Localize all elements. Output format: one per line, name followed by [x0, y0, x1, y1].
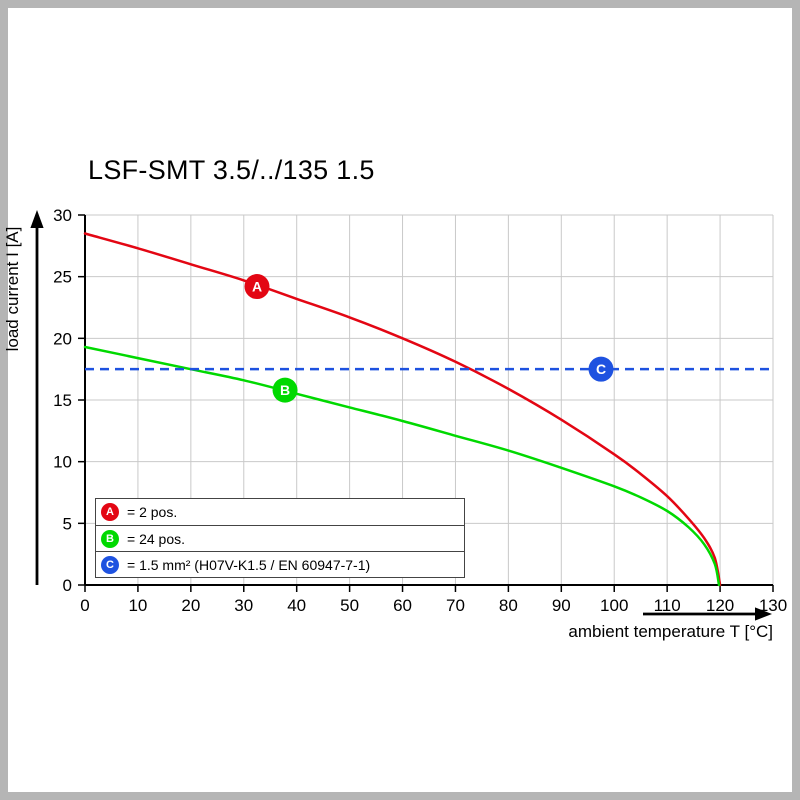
- marker-c-letter: C: [596, 361, 606, 377]
- y-tick-label: 25: [53, 268, 72, 287]
- x-tick-label: 130: [759, 596, 787, 615]
- marker-b-icon: [272, 377, 298, 403]
- y-tick-label: 10: [53, 453, 72, 472]
- legend-item-a: A = 2 pos.: [96, 499, 464, 525]
- series-c-marker-icon: C: [101, 555, 119, 574]
- legend: A = 2 pos. B = 24 pos. C = 1.5 mm² (H07V…: [95, 498, 465, 578]
- curve-a: [83, 232, 722, 587]
- x-tick-label: 60: [393, 596, 412, 615]
- x-tick-label: 40: [287, 596, 306, 615]
- x-tick-label: 120: [706, 596, 734, 615]
- x-tick-label: 80: [499, 596, 518, 615]
- legend-label-a: = 2 pos.: [127, 504, 178, 520]
- x-tick-label: 30: [234, 596, 253, 615]
- legend-item-c: C = 1.5 mm² (H07V-K1.5 / EN 60947-7-1): [96, 551, 464, 577]
- x-tick-label: 70: [446, 596, 465, 615]
- marker-a-letter: A: [252, 279, 262, 295]
- x-tick-label: 50: [340, 596, 359, 615]
- x-tick-label: 110: [654, 596, 681, 615]
- marker-b-letter: B: [280, 382, 290, 398]
- chart-title: LSF-SMT 3.5/../135 1.5: [88, 155, 375, 185]
- series-b-marker-icon: B: [101, 529, 119, 548]
- marker-a-icon: [244, 274, 270, 300]
- x-axis-label: ambient temperature T [°C]: [568, 622, 773, 641]
- x-tick-label: 100: [600, 596, 628, 615]
- y-tick-label: 20: [53, 329, 72, 348]
- legend-item-b: B = 24 pos.: [96, 525, 464, 551]
- x-tick-label: 20: [181, 596, 200, 615]
- y-tick-label: 30: [53, 206, 72, 225]
- x-tick-label: 0: [80, 596, 89, 615]
- x-tick-label: 10: [128, 596, 147, 615]
- marker-c-icon: [588, 356, 614, 382]
- y-tick-label: 15: [53, 391, 72, 410]
- x-tick-label: 90: [552, 596, 571, 615]
- y-axis-arrowhead-icon: [30, 210, 44, 228]
- series-a-marker-icon: A: [101, 503, 119, 521]
- y-tick-label: 5: [63, 514, 72, 533]
- y-tick-label: 0: [63, 576, 72, 595]
- curve-b: [83, 345, 721, 587]
- y-axis-label: load current I [A]: [3, 226, 22, 352]
- x-axis-arrowhead-icon: [755, 607, 772, 621]
- legend-label-b: = 24 pos.: [127, 530, 185, 547]
- legend-label-c: = 1.5 mm² (H07V-K1.5 / EN 60947-7-1): [127, 556, 371, 573]
